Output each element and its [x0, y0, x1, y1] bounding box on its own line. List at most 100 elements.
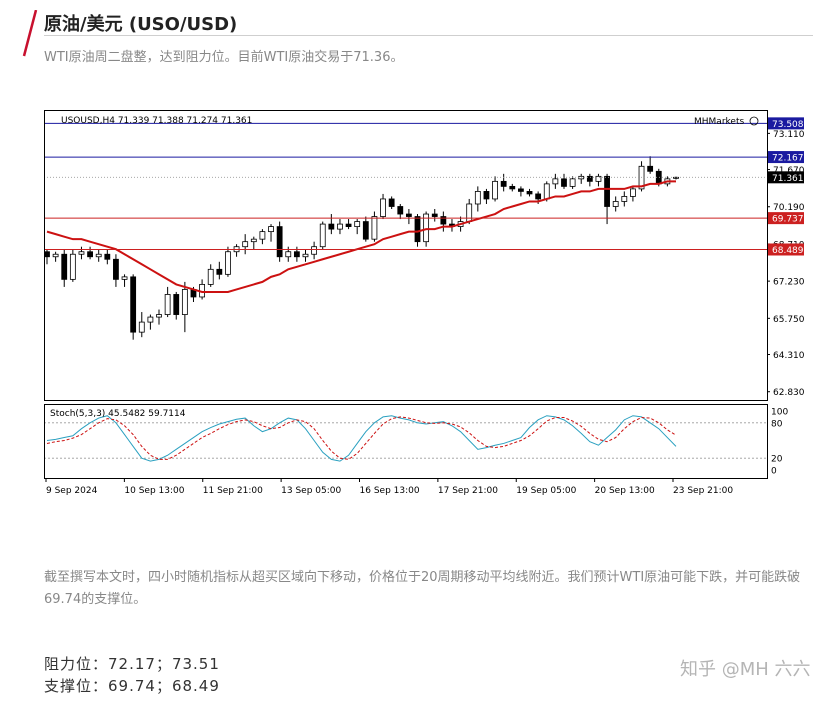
- candle: [561, 173, 567, 189]
- title-divider: [44, 35, 813, 36]
- candle: [225, 246, 231, 277]
- candle-body: [225, 251, 231, 275]
- candle-body: [250, 238, 257, 243]
- candle: [509, 183, 516, 192]
- candle-body: [181, 289, 188, 315]
- stoch-tick-label: 80: [771, 419, 783, 429]
- candle-body: [647, 165, 654, 172]
- moving-average-line: [46, 180, 676, 293]
- candle: [61, 249, 68, 287]
- candle-body: [586, 175, 593, 182]
- candle: [397, 203, 404, 220]
- candle: [250, 236, 257, 250]
- stoch-tick-label: 0: [771, 467, 777, 477]
- candle-body: [552, 178, 559, 185]
- brand-label: MHMarkets: [694, 117, 744, 127]
- candle: [500, 173, 507, 192]
- candle: [276, 221, 283, 262]
- candle: [371, 211, 378, 242]
- y-tick-label: 65.750: [773, 315, 805, 325]
- candle-body: [518, 188, 524, 192]
- candle-body: [302, 253, 309, 258]
- candle: [354, 219, 361, 235]
- candle: [388, 196, 395, 210]
- candle-body: [569, 178, 576, 187]
- y-tick-label: 71.670: [773, 166, 805, 176]
- candle: [302, 249, 309, 262]
- candle-body: [104, 253, 111, 260]
- candle: [121, 274, 128, 287]
- x-tick-label: 10 Sep 13:00: [124, 486, 184, 496]
- level-tag-label: 73.508: [772, 120, 804, 130]
- candle-body: [207, 268, 214, 285]
- candle-body: [311, 246, 318, 255]
- candle-body: [371, 216, 378, 240]
- stoch-label: Stoch(5,3,3) 45.5482 59.7114: [50, 409, 186, 419]
- candle-body: [354, 221, 361, 228]
- watermark: 知乎 @MH 六六: [680, 659, 811, 680]
- candle-body: [474, 191, 481, 205]
- candle-body: [285, 251, 292, 258]
- y-tick-label: 70.190: [773, 203, 805, 213]
- candle: [130, 274, 137, 340]
- candle-body: [483, 191, 490, 200]
- candle: [113, 254, 119, 287]
- candle: [414, 214, 421, 247]
- candle: [207, 264, 214, 287]
- x-tick-label: 20 Sep 13:00: [595, 486, 655, 496]
- x-tick-label: 23 Sep 21:00: [673, 486, 733, 496]
- level-tag: [768, 151, 804, 164]
- candle: [319, 221, 326, 250]
- candle-body: [95, 253, 102, 258]
- candle: [492, 176, 498, 202]
- level-tag: [768, 117, 804, 130]
- y-tick-label: 62.830: [773, 388, 805, 398]
- candle: [156, 309, 162, 325]
- level-tag-label: 68.489: [772, 246, 804, 256]
- title-accent-slash: [22, 10, 38, 57]
- candle: [259, 229, 266, 245]
- candle: [595, 173, 602, 187]
- x-tick-label: 16 Sep 13:00: [360, 486, 420, 496]
- level-tag-label: 71.361: [772, 174, 804, 184]
- resistance-levels: 阻力位：72.17；73.51: [44, 655, 220, 673]
- candle-body: [526, 191, 533, 195]
- candle-body: [164, 294, 171, 315]
- candle-body: [113, 258, 119, 280]
- candle-body: [337, 223, 343, 230]
- candle-body: [276, 226, 283, 258]
- candle: [604, 173, 610, 225]
- candle: [552, 173, 559, 189]
- candle-body: [216, 268, 223, 275]
- analysis-text: 截至撰写本文时，四小时随机指标从超买区域向下移动，价格位于20周期移动平均线附近…: [44, 570, 801, 607]
- page-subtitle: WTI原油周二盘整，达到阻力位。目前WTI原油交易于71.36。: [44, 50, 404, 65]
- candle-body: [61, 253, 68, 280]
- x-tick-label: 17 Sep 21:00: [438, 486, 498, 496]
- level-tag: [768, 243, 804, 256]
- candle: [311, 241, 318, 260]
- candle-body: [621, 196, 628, 202]
- stoch-tick-label: 20: [771, 455, 783, 465]
- candle: [69, 249, 76, 282]
- level-tag: [768, 212, 804, 225]
- candle: [104, 249, 111, 265]
- candle: [147, 314, 154, 330]
- stoch-tick-label: 100: [771, 408, 788, 418]
- candle-body: [156, 314, 162, 318]
- symbol-header: USOUSD,H4 71.339 71.388 71.274 71.361: [61, 116, 252, 126]
- candle-body: [509, 185, 516, 190]
- candle-body: [121, 276, 128, 280]
- candle-body: [293, 251, 300, 258]
- candle-body: [535, 193, 542, 200]
- candle: [345, 219, 352, 230]
- candle: [328, 214, 335, 235]
- candle: [337, 219, 343, 235]
- candle-body: [595, 175, 602, 182]
- candle: [647, 156, 654, 174]
- candle-body: [630, 188, 636, 197]
- x-tick-label: 13 Sep 05:00: [281, 486, 341, 496]
- candle-body: [87, 251, 93, 258]
- candle: [630, 186, 636, 202]
- stoch-k-line: [46, 415, 677, 462]
